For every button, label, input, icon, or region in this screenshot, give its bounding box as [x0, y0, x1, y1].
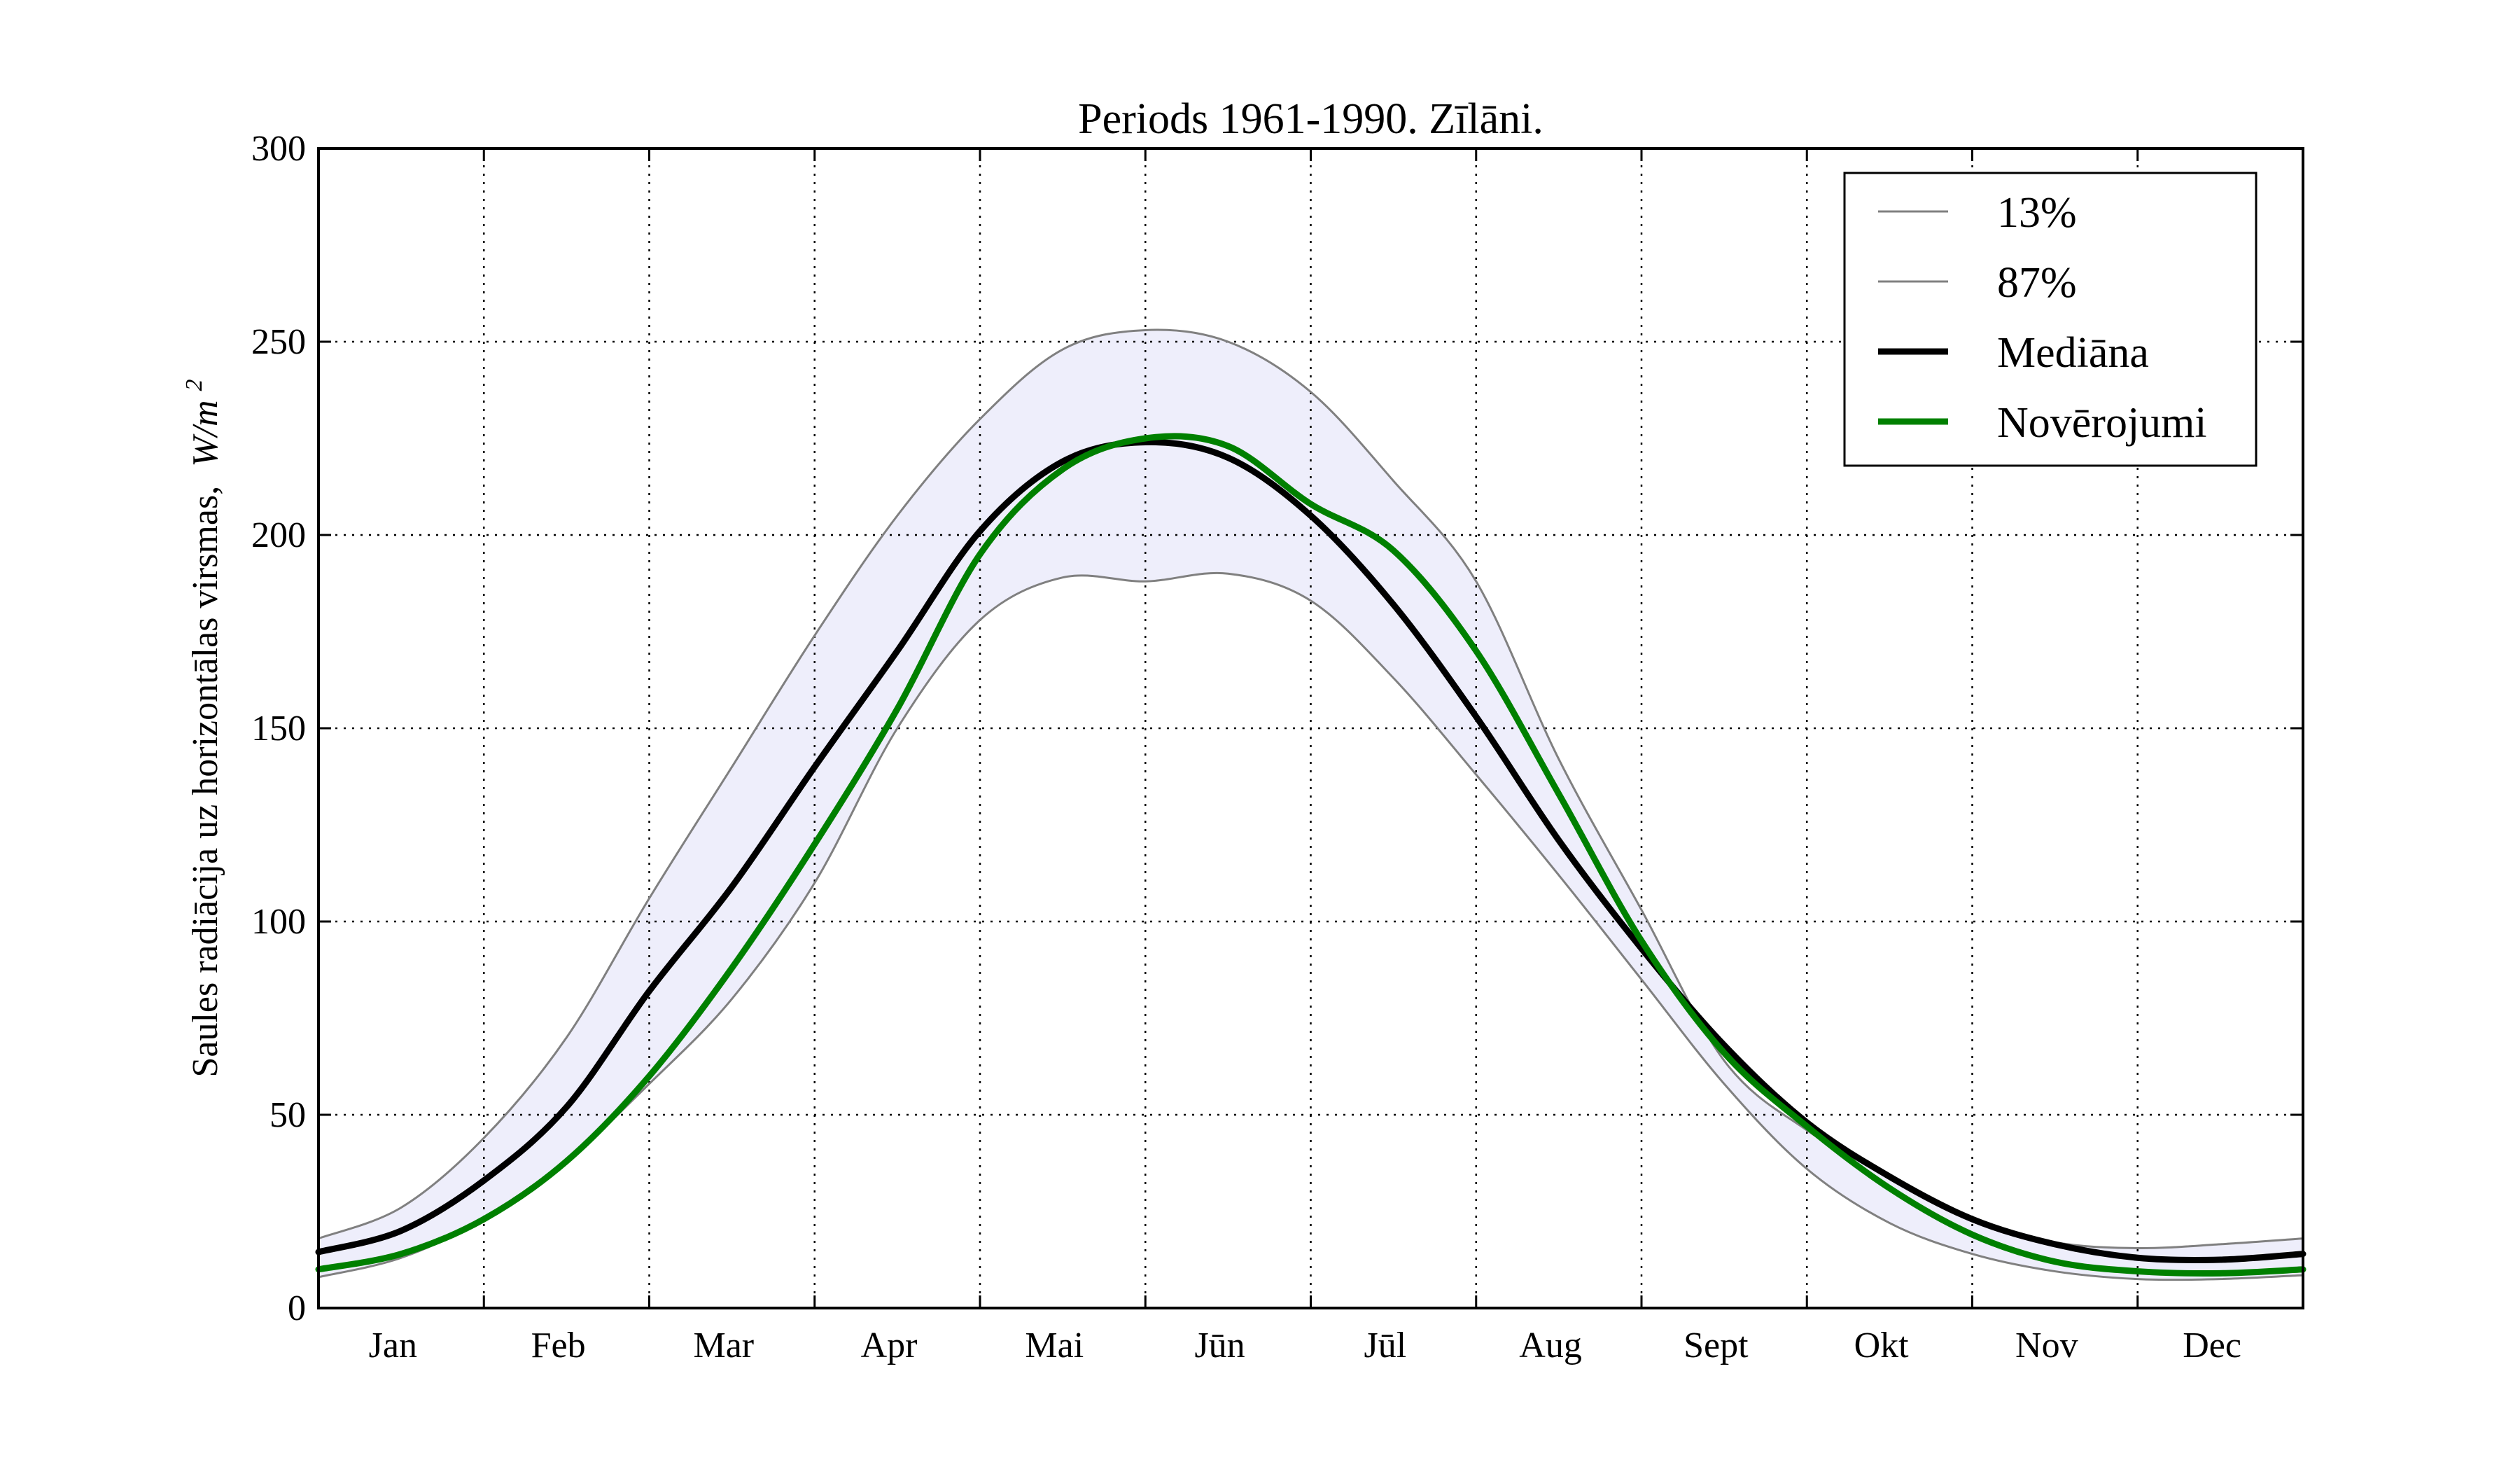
y-tick-label: 200 — [251, 515, 306, 555]
y-tick-label: 300 — [251, 129, 306, 169]
x-tick-label: Apr — [861, 1326, 918, 1365]
x-tick-label: Jūl — [1364, 1326, 1406, 1365]
x-tick-label: Feb — [531, 1326, 586, 1365]
y-axis-label-text: Saules radiācija uz horizontālas virsmas… — [186, 486, 225, 1078]
x-tick-label: Mar — [693, 1326, 754, 1365]
y-tick-label: 150 — [251, 709, 306, 749]
x-tick-label: Aug — [1519, 1326, 1582, 1365]
series-line-2 — [315, 438, 2306, 1264]
legend-box — [1843, 172, 2258, 467]
legend: 13% 87% Mediāna Novērojumi — [1843, 172, 2258, 467]
y-tick-label: 250 — [251, 322, 306, 362]
y-tick-label: 50 — [270, 1095, 306, 1135]
legend-label: Mediāna — [1997, 329, 2149, 377]
x-tick-label: Mai — [1025, 1326, 1084, 1365]
series-line-0 — [317, 571, 2304, 1281]
y-tick-label: 0 — [288, 1288, 306, 1328]
y-axis-unit-exponent: 2 — [181, 379, 207, 391]
legend-label: 13% — [1997, 189, 2077, 237]
x-tick-label: Okt — [1854, 1326, 1910, 1365]
x-tick-label: Sept — [1684, 1326, 1749, 1365]
y-axis-unit: W/m — [186, 400, 225, 466]
y-axis-label: Saules radiācija uz horizontālas virsmas… — [181, 379, 225, 1077]
x-tick-label: Jūn — [1194, 1326, 1245, 1365]
x-tick-label: Dec — [2183, 1326, 2241, 1365]
x-tick-label: Jan — [369, 1326, 417, 1365]
y-tick-label: 100 — [251, 902, 306, 942]
chart-title: Periods 1961-1990. Zīlāni. — [1078, 95, 1544, 143]
series-line-3 — [315, 433, 2306, 1277]
legend-label: 87% — [1997, 259, 2077, 307]
x-tick-label: Nov — [2015, 1326, 2078, 1365]
legend-label: Novērojumi — [1997, 399, 2207, 447]
